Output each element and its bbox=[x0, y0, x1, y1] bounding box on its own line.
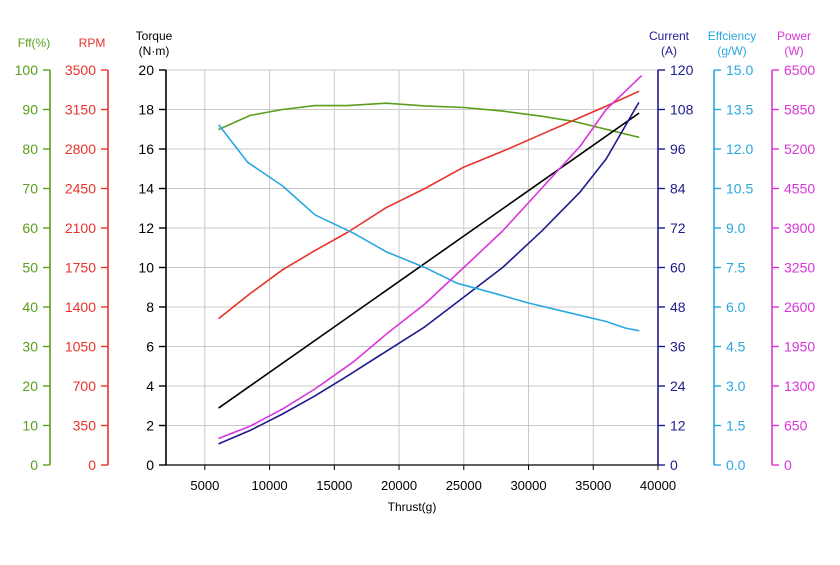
efficiency-tick-label-6: 9.0 bbox=[726, 220, 746, 236]
eff-tick-label-2: 20 bbox=[22, 378, 38, 394]
efficiency-tick-label-7: 10.5 bbox=[726, 181, 753, 197]
power-axis-title-line1: Power bbox=[777, 29, 811, 43]
x-tick-label-3: 20000 bbox=[381, 478, 417, 493]
power-tick-label-7: 4550 bbox=[784, 181, 815, 197]
eff-series-line bbox=[218, 102, 640, 138]
efficiency-axis-title-line2: (g/W) bbox=[717, 44, 746, 58]
current-tick-label-7: 84 bbox=[670, 181, 686, 197]
torque-tick-label-3: 6 bbox=[146, 339, 154, 355]
current-tick-label-10: 120 bbox=[670, 62, 694, 78]
torque-tick-label-7: 14 bbox=[138, 181, 154, 197]
eff-axis-title: Fff(%) bbox=[18, 36, 50, 50]
x-tick-label-1: 10000 bbox=[252, 478, 288, 493]
torque-tick-label-8: 16 bbox=[138, 141, 154, 157]
eff-tick-label-5: 50 bbox=[22, 260, 38, 276]
torque-axis-title-line2: (N·m) bbox=[139, 44, 170, 58]
torque-tick-label-5: 10 bbox=[138, 260, 154, 276]
eff-tick-label-10: 100 bbox=[15, 62, 39, 78]
eff-tick-label-6: 60 bbox=[22, 220, 38, 236]
power-tick-label-3: 1950 bbox=[784, 339, 815, 355]
torque-tick-label-0: 0 bbox=[146, 457, 154, 473]
rpm-tick-label-1: 350 bbox=[73, 418, 97, 434]
current-tick-label-9: 108 bbox=[670, 102, 694, 118]
power-tick-label-9: 5850 bbox=[784, 102, 815, 118]
efficiency-tick-label-0: 0.0 bbox=[726, 457, 746, 473]
rpm-series-line bbox=[218, 90, 640, 320]
eff-tick-label-1: 10 bbox=[22, 418, 38, 434]
efficiency-tick-label-4: 6.0 bbox=[726, 299, 746, 315]
x-tick-label-5: 30000 bbox=[510, 478, 546, 493]
x-axis-title: Thrust(g) bbox=[388, 500, 437, 514]
x-tick-label-0: 5000 bbox=[190, 478, 219, 493]
current-tick-label-1: 12 bbox=[670, 418, 686, 434]
current-tick-label-3: 36 bbox=[670, 339, 686, 355]
rpm-tick-label-10: 3500 bbox=[65, 62, 96, 78]
power-series-line bbox=[218, 75, 643, 440]
efficiency-tick-label-1: 1.5 bbox=[726, 418, 746, 434]
torque-series-line bbox=[218, 112, 640, 409]
current-tick-label-0: 0 bbox=[670, 457, 678, 473]
rpm-tick-label-6: 2100 bbox=[65, 220, 96, 236]
torque-tick-label-9: 18 bbox=[138, 102, 154, 118]
eff-tick-label-0: 0 bbox=[30, 457, 38, 473]
rpm-tick-label-0: 0 bbox=[88, 457, 96, 473]
current-tick-label-6: 72 bbox=[670, 220, 686, 236]
efficiency-tick-label-9: 13.5 bbox=[726, 102, 753, 118]
power-tick-label-10: 6500 bbox=[784, 62, 815, 78]
efficiency-tick-label-3: 4.5 bbox=[726, 339, 746, 355]
torque-axis-title-line1: Torque bbox=[136, 29, 173, 43]
eff-tick-label-4: 40 bbox=[22, 299, 38, 315]
current-axis-title-line2: (A) bbox=[661, 44, 677, 58]
x-tick-label-7: 40000 bbox=[640, 478, 676, 493]
power-tick-label-0: 0 bbox=[784, 457, 792, 473]
rpm-tick-label-8: 2800 bbox=[65, 141, 96, 157]
current-tick-label-4: 48 bbox=[670, 299, 686, 315]
efficiency-tick-label-10: 15.0 bbox=[726, 62, 753, 78]
efficiency-tick-label-8: 12.0 bbox=[726, 141, 753, 157]
rpm-tick-label-2: 700 bbox=[73, 378, 97, 394]
rpm-axis-title: RPM bbox=[79, 36, 106, 50]
power-tick-label-4: 2600 bbox=[784, 299, 815, 315]
eff-tick-label-9: 90 bbox=[22, 102, 38, 118]
torque-tick-label-4: 8 bbox=[146, 299, 154, 315]
efficiency-tick-label-5: 7.5 bbox=[726, 260, 746, 276]
current-tick-label-8: 96 bbox=[670, 141, 686, 157]
rpm-tick-label-3: 1050 bbox=[65, 339, 96, 355]
x-tick-label-4: 25000 bbox=[446, 478, 482, 493]
power-tick-label-6: 3900 bbox=[784, 220, 815, 236]
eff-tick-label-3: 30 bbox=[22, 339, 38, 355]
rpm-tick-label-7: 2450 bbox=[65, 181, 96, 197]
torque-tick-label-10: 20 bbox=[138, 62, 154, 78]
current-series-line bbox=[218, 102, 640, 445]
current-tick-label-5: 60 bbox=[670, 260, 686, 276]
eff-tick-label-7: 70 bbox=[22, 181, 38, 197]
current-axis-title-line1: Current bbox=[649, 29, 690, 43]
rpm-tick-label-9: 3150 bbox=[65, 102, 96, 118]
x-tick-label-6: 35000 bbox=[575, 478, 611, 493]
efficiency-series-line bbox=[218, 124, 640, 332]
torque-tick-label-2: 4 bbox=[146, 378, 154, 394]
rpm-tick-label-4: 1400 bbox=[65, 299, 96, 315]
power-tick-label-5: 3250 bbox=[784, 260, 815, 276]
power-tick-label-2: 1300 bbox=[784, 378, 815, 394]
power-tick-label-1: 650 bbox=[784, 418, 808, 434]
efficiency-axis-title-line1: Effciency bbox=[708, 29, 756, 43]
torque-tick-label-6: 12 bbox=[138, 220, 154, 236]
efficiency-tick-label-2: 3.0 bbox=[726, 378, 746, 394]
current-tick-label-2: 24 bbox=[670, 378, 686, 394]
x-tick-label-2: 15000 bbox=[316, 478, 352, 493]
torque-tick-label-1: 2 bbox=[146, 418, 154, 434]
power-axis-title-line2: (W) bbox=[784, 44, 803, 58]
power-tick-label-8: 5200 bbox=[784, 141, 815, 157]
eff-tick-label-8: 80 bbox=[22, 141, 38, 157]
rpm-tick-label-5: 1750 bbox=[65, 260, 96, 276]
